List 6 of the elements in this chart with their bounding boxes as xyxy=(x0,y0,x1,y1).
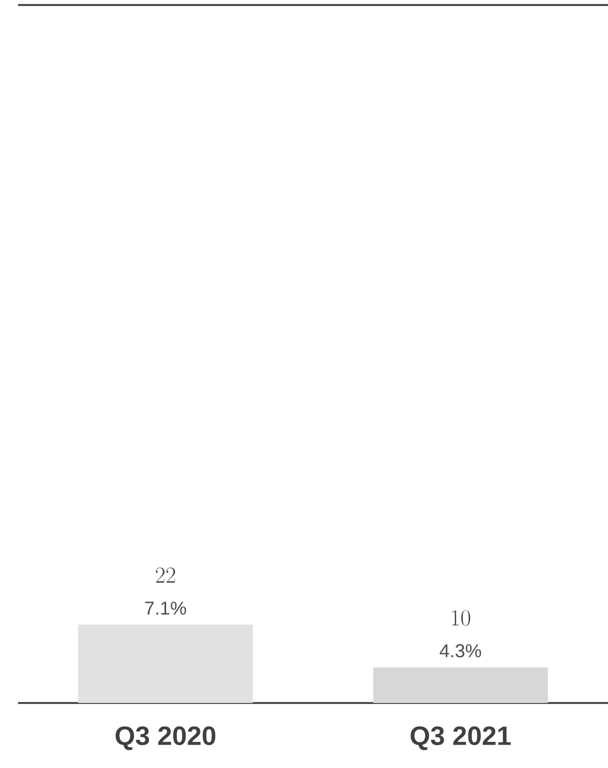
data-label: 10 xyxy=(452,610,470,626)
data-label: 22 xyxy=(156,567,176,583)
annotation: 4.3% xyxy=(440,644,482,658)
x-tick-label: Q3 2021 xyxy=(410,726,511,750)
annotation: 7.1% xyxy=(145,602,186,615)
x-tick-label: Q3 2020 xyxy=(116,726,216,750)
